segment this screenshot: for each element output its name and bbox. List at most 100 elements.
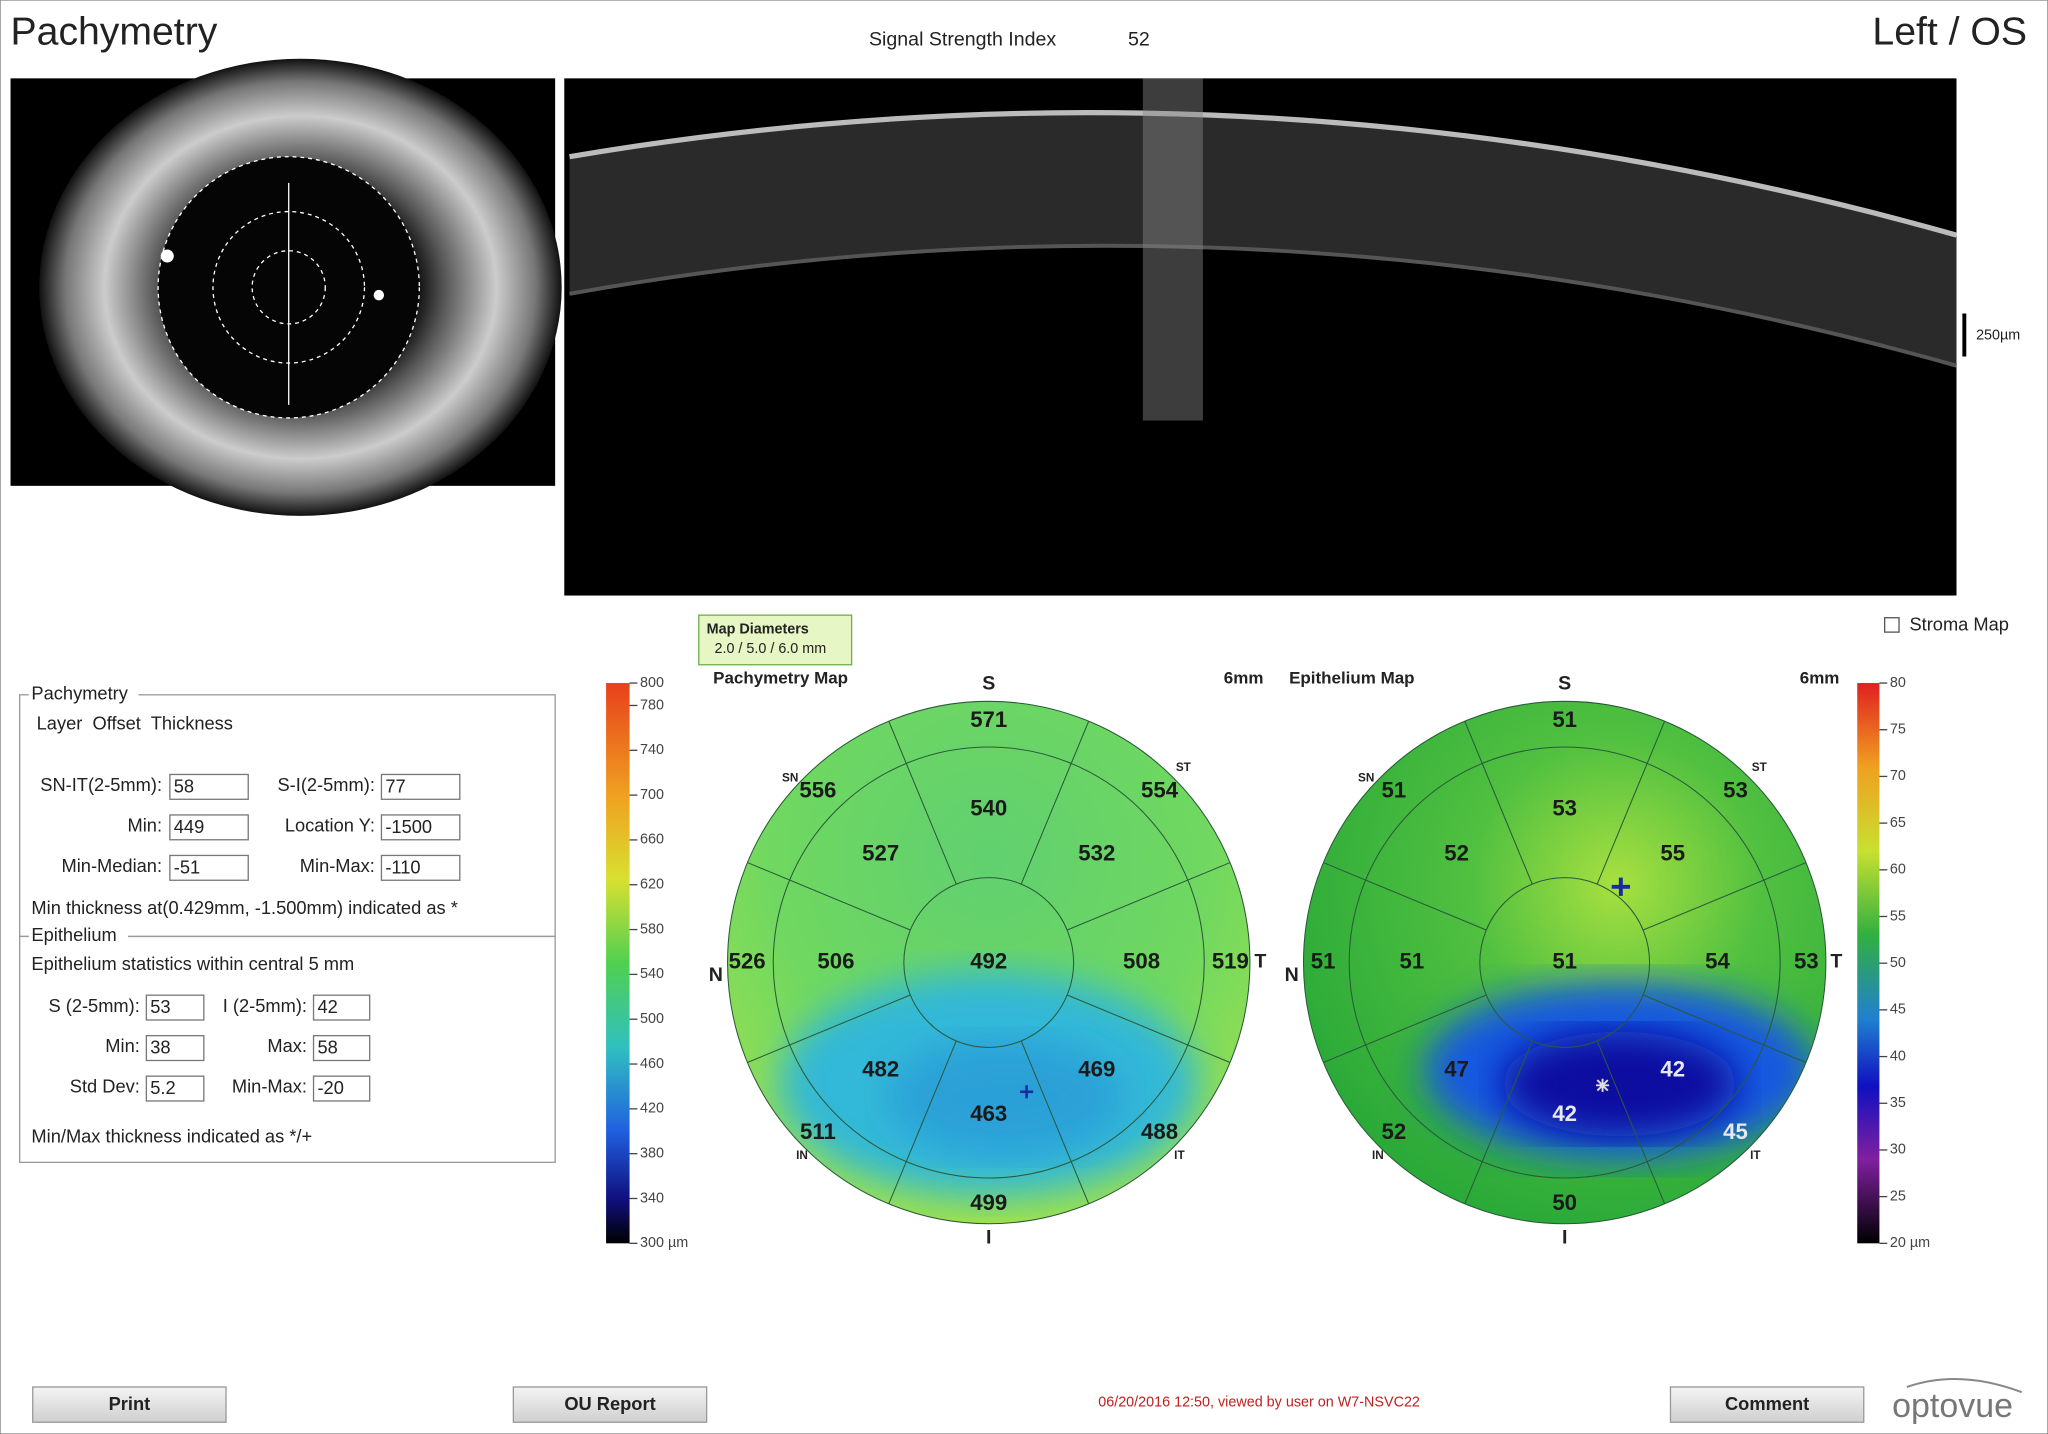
tick-label: 700: [640, 787, 664, 803]
map-value: 54: [1705, 948, 1730, 973]
field-box: [145, 994, 205, 1021]
map-title: Epithelium Map: [1289, 669, 1414, 688]
map-value: 50: [1552, 1190, 1577, 1215]
map-value: 52: [1381, 1119, 1406, 1144]
tick-label: 420: [640, 1101, 664, 1117]
button-label: OU Report: [564, 1393, 655, 1414]
tick-label: 65: [1890, 815, 1906, 831]
logo: optovue: [1892, 1387, 2013, 1425]
reflection: [373, 289, 385, 301]
sector-line: [1596, 721, 1666, 885]
field-value: 5.2: [150, 1077, 175, 1098]
field-box: [380, 773, 461, 800]
field-value: -51: [174, 856, 200, 877]
field-box: [169, 814, 249, 841]
panel-subtitle: Epithelium statistics within central 5 m…: [31, 953, 354, 974]
field-box: [312, 1035, 371, 1062]
sector-line: [1596, 1040, 1666, 1205]
panel-note: Min thickness at(0.429mm, -1.500mm) indi…: [31, 897, 457, 918]
field-box: [380, 814, 461, 841]
map-diameters-title: Map Diameters: [707, 621, 809, 637]
map-value: 42: [1660, 1056, 1685, 1081]
map-ring: [1302, 700, 1827, 1225]
field-value: 38: [150, 1037, 170, 1058]
tick-label: 340: [640, 1190, 664, 1206]
field-box: [169, 773, 249, 800]
direction-label: S: [982, 673, 995, 695]
sector-line: [747, 862, 911, 931]
signal-value: 52: [1128, 29, 1150, 51]
map-value: 52: [1444, 840, 1469, 865]
sector-line: [1464, 1040, 1533, 1205]
map-value: 508: [1123, 948, 1160, 973]
panel-legend: Epithelium: [31, 924, 116, 945]
tick-label: 460: [640, 1056, 664, 1072]
tick-label: 800: [640, 675, 664, 691]
stroma-checkbox[interactable]: [1884, 617, 1900, 633]
sector-line: [888, 721, 957, 885]
map-ring: [1479, 877, 1651, 1048]
scale-label: 250µm: [1976, 327, 2020, 343]
field-label: S (2-5mm):: [48, 995, 139, 1016]
panel-legend: Pachymetry: [31, 683, 128, 704]
tick-label: 70: [1890, 768, 1906, 784]
tick-label: 380: [640, 1145, 664, 1161]
title: Pachymetry: [11, 10, 218, 53]
field-label: Min-Max:: [300, 855, 375, 876]
field-value: -20: [317, 1077, 343, 1098]
field-value: 58: [317, 1037, 337, 1058]
tick-label: 20 µm: [1890, 1235, 1930, 1251]
sector-line: [1642, 994, 1807, 1063]
sector-line: [1020, 1040, 1090, 1205]
map-value: 519: [1212, 948, 1249, 973]
sector-line: [1020, 721, 1090, 885]
sector-tag: IT: [1750, 1149, 1761, 1162]
ou-report-button[interactable]: [512, 1386, 708, 1423]
field-value: 449: [174, 816, 204, 837]
map-value: 463: [970, 1101, 1007, 1126]
max-marker: [1611, 877, 1630, 896]
panel-note: Min/Max thickness indicated as */+: [31, 1125, 312, 1146]
map-value: 42: [1552, 1101, 1577, 1126]
field-label: Max:: [267, 1035, 307, 1056]
tick-label: 80: [1890, 675, 1906, 691]
field-box: [380, 854, 461, 881]
map-value: 51: [1311, 948, 1336, 973]
print-button[interactable]: [32, 1386, 227, 1423]
sector-map: [727, 700, 1251, 1225]
field-label: Std Dev:: [70, 1076, 140, 1097]
field-label: S-I(2-5mm):: [277, 774, 374, 795]
sector-line: [1642, 862, 1807, 931]
sector-tag: ST: [1752, 761, 1768, 774]
field-value: 58: [174, 775, 194, 796]
comment-button[interactable]: [1669, 1386, 1865, 1423]
sector-tag: SN: [782, 771, 798, 784]
map-value: 51: [1381, 778, 1406, 803]
sector-line: [888, 1040, 957, 1205]
field-box: [145, 1075, 205, 1102]
reflection: [160, 249, 174, 263]
map-value: 53: [1552, 796, 1577, 821]
signal-label: Signal Strength Index: [869, 29, 1056, 51]
field-box: [169, 854, 249, 881]
map-value: 540: [970, 796, 1007, 821]
tick-label: 500: [640, 1011, 664, 1027]
tick-label: 75: [1890, 722, 1906, 738]
thin-area: [1502, 1031, 1738, 1137]
pachymetry-colorbar: [606, 683, 630, 1244]
legend-bg: [28, 684, 139, 706]
field-label: SN-IT(2-5mm):: [40, 774, 162, 795]
map-title: Pachymetry Map: [713, 669, 848, 688]
direction-label: T: [1254, 951, 1266, 973]
map-value: 45: [1723, 1119, 1748, 1144]
sector-line: [1066, 994, 1231, 1063]
panel-subtitle: Layer Offset Thickness: [37, 713, 233, 734]
min-marker: [1020, 1085, 1034, 1099]
cornea-band: [569, 112, 1957, 366]
sector-tag: ST: [1176, 761, 1192, 774]
map-ring: [727, 700, 1251, 1225]
direction-label: I: [1562, 1226, 1567, 1248]
tick-label: 45: [1890, 1002, 1906, 1018]
